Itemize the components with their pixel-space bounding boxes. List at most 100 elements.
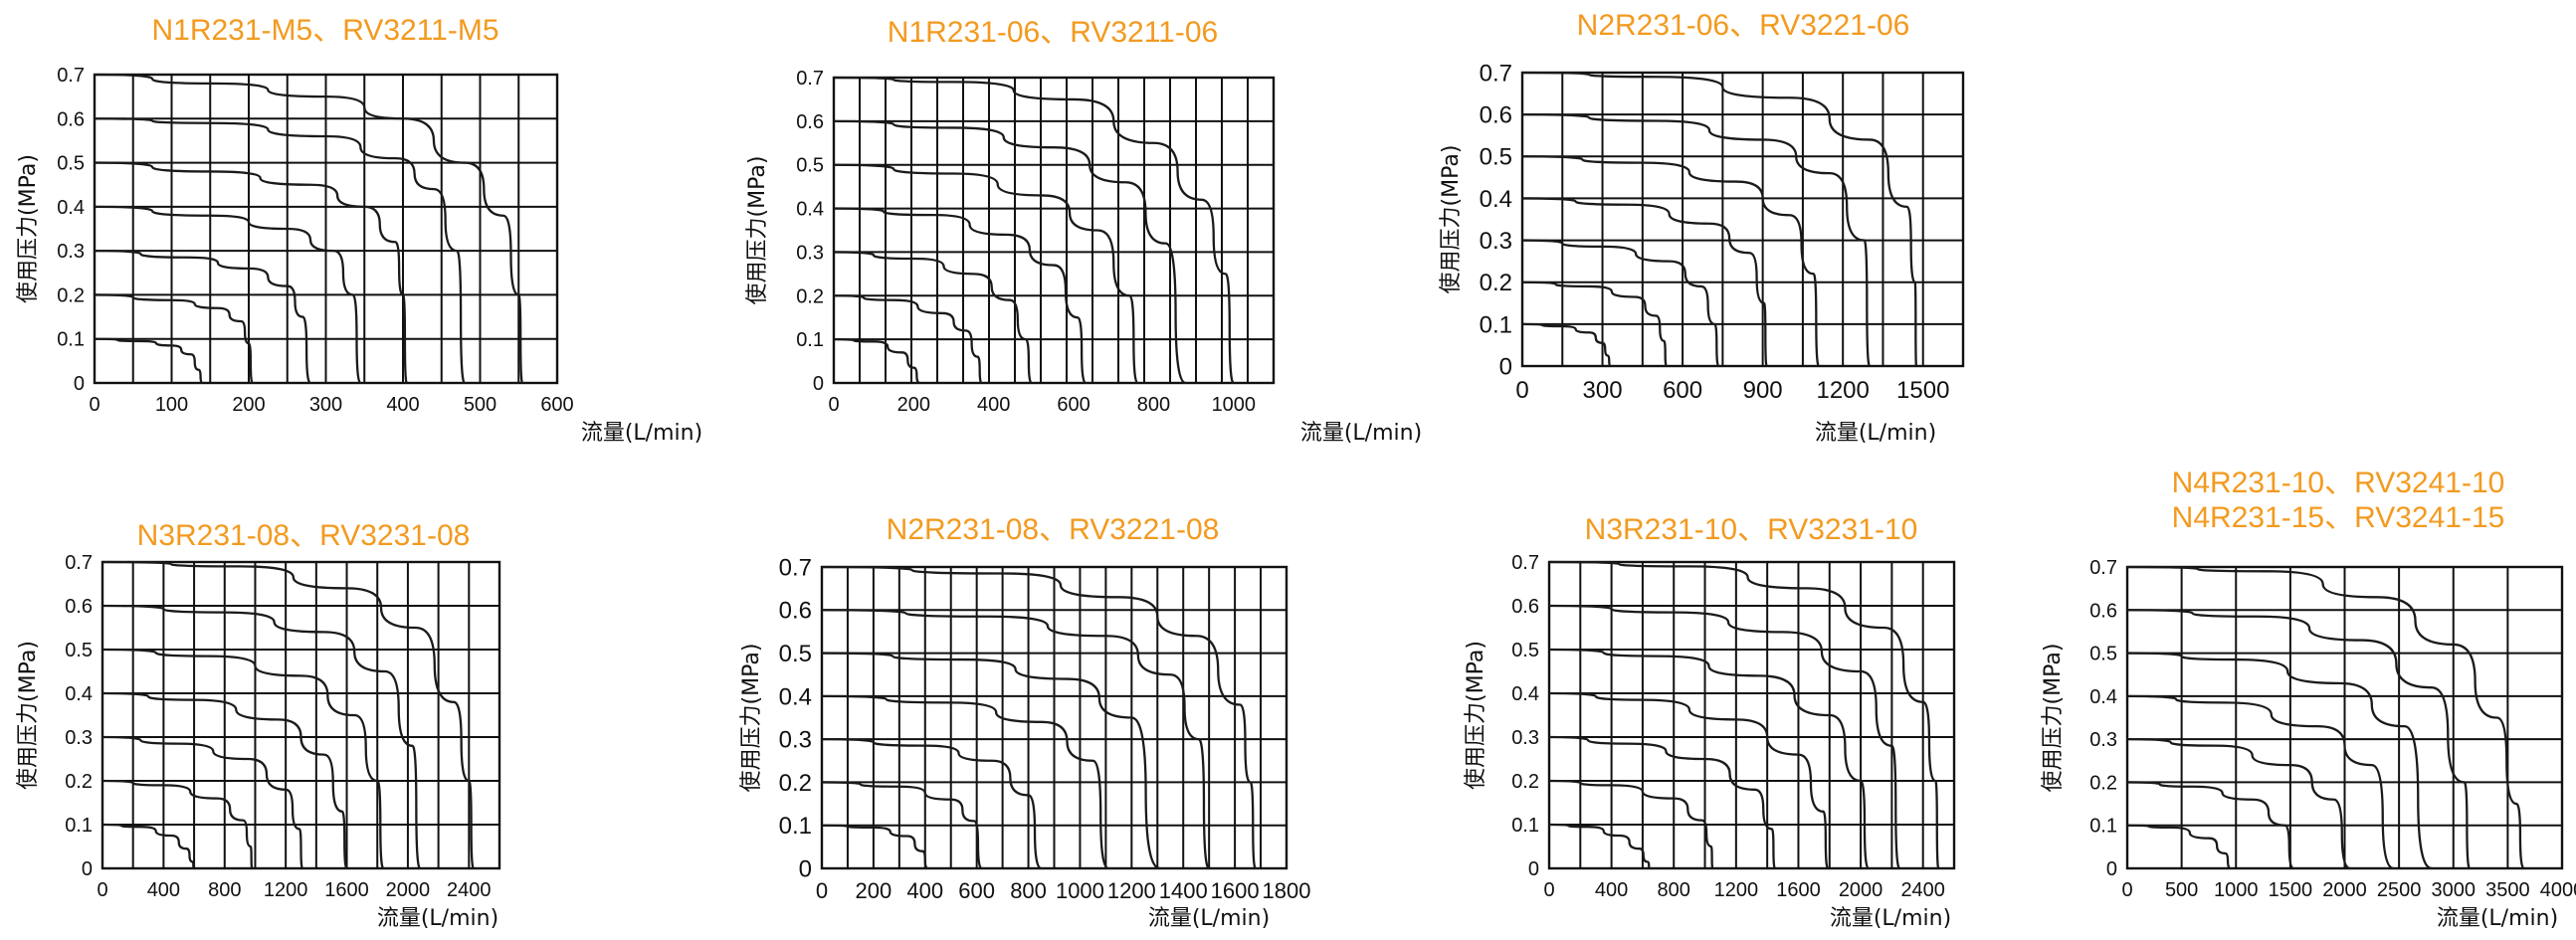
series-line-0.1mpa xyxy=(821,824,928,870)
series-group xyxy=(2126,565,2525,870)
y-tick-label: 0.1 xyxy=(57,329,85,351)
x-tick-label: 1800 xyxy=(1263,878,1311,903)
series-line-0.5mpa xyxy=(833,163,1139,385)
x-tick-label: 0 xyxy=(97,879,107,901)
series-line-0.4mpa xyxy=(94,205,362,385)
y-tick-label: 0.4 xyxy=(1480,186,1512,213)
chart-title: N2R231-08、RV3221-08 xyxy=(887,513,1220,546)
y-axis-label: 使用压力(MPa) xyxy=(739,644,764,793)
series-line-0.2mpa xyxy=(2126,781,2294,870)
chart-title: N1R231-06、RV3211-06 xyxy=(888,16,1218,49)
y-tick-label: 0.6 xyxy=(57,108,85,130)
series-line-0.7mpa xyxy=(94,73,524,385)
chart-2: N1R231-06、RV3211-06 0 0.1 0.2 0.3 0.4 0.5 0.6 0.… xyxy=(745,16,1422,446)
series-line-0.6mpa xyxy=(1548,604,1901,870)
y-tick-label: 0.3 xyxy=(2089,729,2117,751)
plot-frame xyxy=(2125,565,2564,870)
x-axis-label: 流量(L/min) xyxy=(1815,421,1936,446)
series-line-0.1mpa xyxy=(2126,824,2231,870)
series-line-0.4mpa xyxy=(1521,197,1768,368)
y-tick-label: 0.6 xyxy=(1480,102,1512,129)
x-tick-label: 200 xyxy=(856,878,892,903)
x-tick-label: 1600 xyxy=(1211,878,1260,903)
series-line-0.6mpa xyxy=(94,117,467,385)
y-tick-label: 0.4 xyxy=(796,199,824,221)
y-tick-label: 0.2 xyxy=(65,771,93,793)
series-line-0.1mpa xyxy=(1521,322,1612,368)
series-line-0.6mpa xyxy=(821,609,1210,870)
x-tick-label: 900 xyxy=(1743,377,1783,404)
y-tick-label: 0.7 xyxy=(2089,557,2117,579)
x-tick-label: 1000 xyxy=(1056,878,1104,903)
y-tick-label: 0.7 xyxy=(1480,60,1512,87)
y-tick-label: 0.7 xyxy=(1511,552,1539,574)
x-tick-label: 400 xyxy=(147,879,180,901)
y-tick-label: 0.1 xyxy=(2089,816,2117,838)
chart-title: N1R231-M5、RV3211-M5 xyxy=(151,14,498,47)
y-tick-label: 0 xyxy=(1528,858,1539,880)
y-tick-label: 0 xyxy=(799,855,812,882)
y-tick-label: 0.1 xyxy=(1511,815,1539,837)
y-axis-label: 使用压力(MPa) xyxy=(2041,644,2066,793)
x-axis-label: 流量(L/min) xyxy=(581,421,702,446)
series-line-0.2mpa xyxy=(101,779,254,870)
x-tick-label: 500 xyxy=(464,394,496,416)
grid xyxy=(102,562,499,868)
y-axis-label: 使用压力(MPa) xyxy=(1439,145,1464,294)
x-tick-label: 300 xyxy=(1583,377,1623,404)
x-tick-label: 1500 xyxy=(1896,377,1949,404)
x-tick-label: 3000 xyxy=(2432,879,2477,901)
x-tick-label: 1200 xyxy=(1714,879,1759,901)
y-tick-label: 0 xyxy=(82,858,93,880)
x-tick-label: 500 xyxy=(2165,879,2198,901)
y-tick-label: 0.4 xyxy=(779,683,812,710)
chart-4: N3R231-08、RV3231-08 0 0.1 0.2 0.3 0.4 0.5 0.6 0.… xyxy=(16,519,501,931)
chart-7: N4R231-10、RV3241-10N4R231-15、RV3241-1500… xyxy=(2041,467,2576,931)
x-tick-label: 0 xyxy=(2121,879,2132,901)
series-line-0.7mpa xyxy=(2126,565,2525,870)
y-tick-label: 0 xyxy=(2106,858,2117,880)
y-tick-label: 0.2 xyxy=(779,770,812,797)
x-tick-label: 800 xyxy=(1137,394,1170,416)
series-line-0.4mpa xyxy=(833,207,1087,385)
grid xyxy=(1549,562,1954,868)
y-tick-label: 0.4 xyxy=(57,197,85,219)
series-line-0.3mpa xyxy=(94,249,311,385)
plot-frame xyxy=(93,73,559,385)
plot-frame xyxy=(100,560,501,870)
y-tick-label: 0 xyxy=(1499,353,1512,380)
x-axis-label: 流量(L/min) xyxy=(1830,906,1951,931)
series-line-0.3mpa xyxy=(833,251,1033,385)
x-tick-label: 2400 xyxy=(447,879,492,901)
x-tick-label: 0 xyxy=(1515,377,1528,404)
series-line-0.5mpa xyxy=(101,648,385,870)
x-tick-label: 200 xyxy=(232,394,265,416)
x-tick-label: 600 xyxy=(1057,394,1090,416)
series-group xyxy=(833,76,1235,385)
y-tick-label: 0.7 xyxy=(65,552,93,574)
y-tick-label: 0.6 xyxy=(1511,596,1539,618)
x-tick-label: 1200 xyxy=(1107,878,1156,903)
x-tick-label: 3500 xyxy=(2485,879,2530,901)
chart-3: N2R231-06、RV3221-06 0 0.1 0.2 0.3 0.4 0.5 0.6 0.… xyxy=(1439,9,1965,446)
series-line-0.3mpa xyxy=(1548,735,1777,870)
chart-title: N3R231-10、RV3231-10 xyxy=(1585,513,1918,546)
y-tick-label: 0.2 xyxy=(1480,270,1512,296)
x-tick-label: 400 xyxy=(977,394,1010,416)
series-line-0.4mpa xyxy=(1548,691,1830,870)
x-tick-label: 800 xyxy=(208,879,241,901)
series-line-0.4mpa xyxy=(821,694,1109,870)
y-tick-label: 0.5 xyxy=(796,155,824,177)
series-line-0.5mpa xyxy=(1548,648,1870,870)
x-tick-label: 1000 xyxy=(1212,394,1257,416)
y-tick-label: 0.1 xyxy=(1480,311,1512,338)
x-axis-label: 流量(L/min) xyxy=(1300,421,1422,446)
y-tick-label: 0.5 xyxy=(1511,640,1539,661)
series-line-0.5mpa xyxy=(821,652,1161,870)
x-tick-label: 200 xyxy=(897,394,930,416)
series-line-0.3mpa xyxy=(2126,737,2351,870)
y-tick-label: 0.3 xyxy=(1480,228,1512,255)
y-tick-label: 0.5 xyxy=(65,640,93,661)
x-tick-label: 600 xyxy=(1663,377,1702,404)
